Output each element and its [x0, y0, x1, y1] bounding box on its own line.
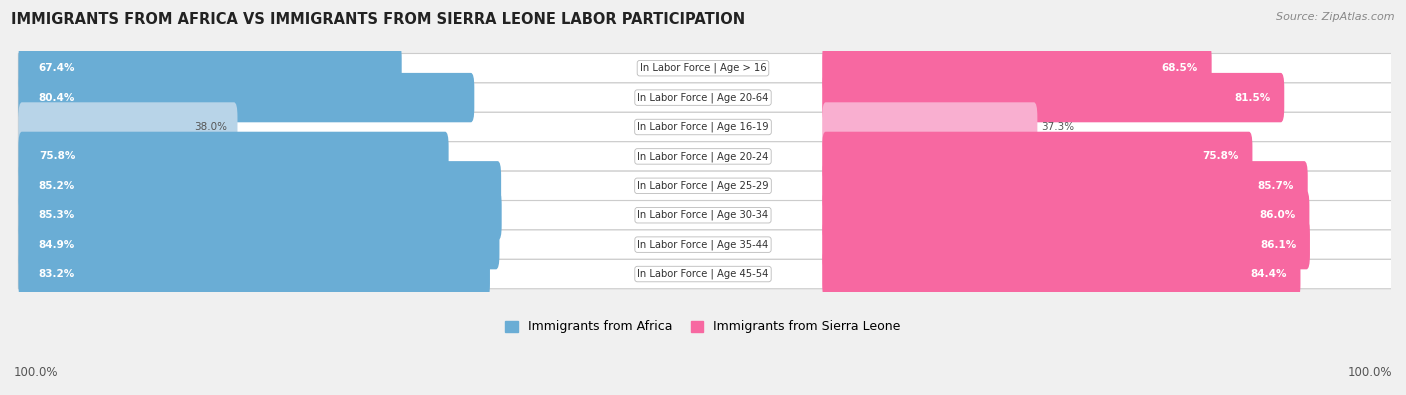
Text: In Labor Force | Age 30-34: In Labor Force | Age 30-34: [637, 210, 769, 220]
Text: 85.2%: 85.2%: [39, 181, 75, 191]
FancyBboxPatch shape: [18, 220, 499, 269]
Text: 84.4%: 84.4%: [1250, 269, 1286, 279]
Text: 68.5%: 68.5%: [1161, 63, 1198, 73]
FancyBboxPatch shape: [823, 249, 1301, 299]
Text: In Labor Force | Age 20-64: In Labor Force | Age 20-64: [637, 92, 769, 103]
Text: 37.3%: 37.3%: [1040, 122, 1074, 132]
Text: 84.9%: 84.9%: [39, 240, 75, 250]
Text: In Labor Force | Age 20-24: In Labor Force | Age 20-24: [637, 151, 769, 162]
Text: 75.8%: 75.8%: [39, 151, 75, 162]
FancyBboxPatch shape: [18, 73, 474, 122]
FancyBboxPatch shape: [823, 190, 1309, 240]
FancyBboxPatch shape: [18, 112, 1406, 142]
Text: 38.0%: 38.0%: [194, 122, 228, 132]
Text: In Labor Force | Age 16-19: In Labor Force | Age 16-19: [637, 122, 769, 132]
Legend: Immigrants from Africa, Immigrants from Sierra Leone: Immigrants from Africa, Immigrants from …: [501, 316, 905, 339]
FancyBboxPatch shape: [18, 249, 489, 299]
Text: 67.4%: 67.4%: [39, 63, 76, 73]
FancyBboxPatch shape: [18, 260, 1406, 289]
Text: 100.0%: 100.0%: [14, 366, 59, 379]
FancyBboxPatch shape: [823, 43, 1212, 93]
FancyBboxPatch shape: [18, 230, 1406, 260]
FancyBboxPatch shape: [823, 220, 1310, 269]
Text: 85.3%: 85.3%: [39, 210, 75, 220]
Text: In Labor Force | Age > 16: In Labor Force | Age > 16: [640, 63, 766, 73]
FancyBboxPatch shape: [18, 142, 1406, 171]
Text: 86.0%: 86.0%: [1260, 210, 1296, 220]
Text: 85.7%: 85.7%: [1258, 181, 1294, 191]
FancyBboxPatch shape: [18, 83, 1406, 112]
Text: In Labor Force | Age 25-29: In Labor Force | Age 25-29: [637, 181, 769, 191]
FancyBboxPatch shape: [823, 161, 1308, 211]
FancyBboxPatch shape: [18, 53, 1406, 83]
FancyBboxPatch shape: [18, 190, 502, 240]
FancyBboxPatch shape: [18, 102, 238, 152]
Text: In Labor Force | Age 45-54: In Labor Force | Age 45-54: [637, 269, 769, 279]
FancyBboxPatch shape: [823, 73, 1284, 122]
Text: 75.8%: 75.8%: [1202, 151, 1239, 162]
FancyBboxPatch shape: [18, 171, 1406, 201]
Text: Source: ZipAtlas.com: Source: ZipAtlas.com: [1277, 12, 1395, 22]
Text: 80.4%: 80.4%: [39, 92, 75, 103]
FancyBboxPatch shape: [18, 161, 501, 211]
FancyBboxPatch shape: [18, 201, 1406, 230]
FancyBboxPatch shape: [18, 132, 449, 181]
Text: 100.0%: 100.0%: [1347, 366, 1392, 379]
Text: 81.5%: 81.5%: [1234, 92, 1271, 103]
FancyBboxPatch shape: [18, 43, 402, 93]
Text: 83.2%: 83.2%: [39, 269, 75, 279]
Text: 86.1%: 86.1%: [1260, 240, 1296, 250]
FancyBboxPatch shape: [823, 132, 1253, 181]
Text: In Labor Force | Age 35-44: In Labor Force | Age 35-44: [637, 239, 769, 250]
Text: IMMIGRANTS FROM AFRICA VS IMMIGRANTS FROM SIERRA LEONE LABOR PARTICIPATION: IMMIGRANTS FROM AFRICA VS IMMIGRANTS FRO…: [11, 12, 745, 27]
FancyBboxPatch shape: [823, 102, 1038, 152]
